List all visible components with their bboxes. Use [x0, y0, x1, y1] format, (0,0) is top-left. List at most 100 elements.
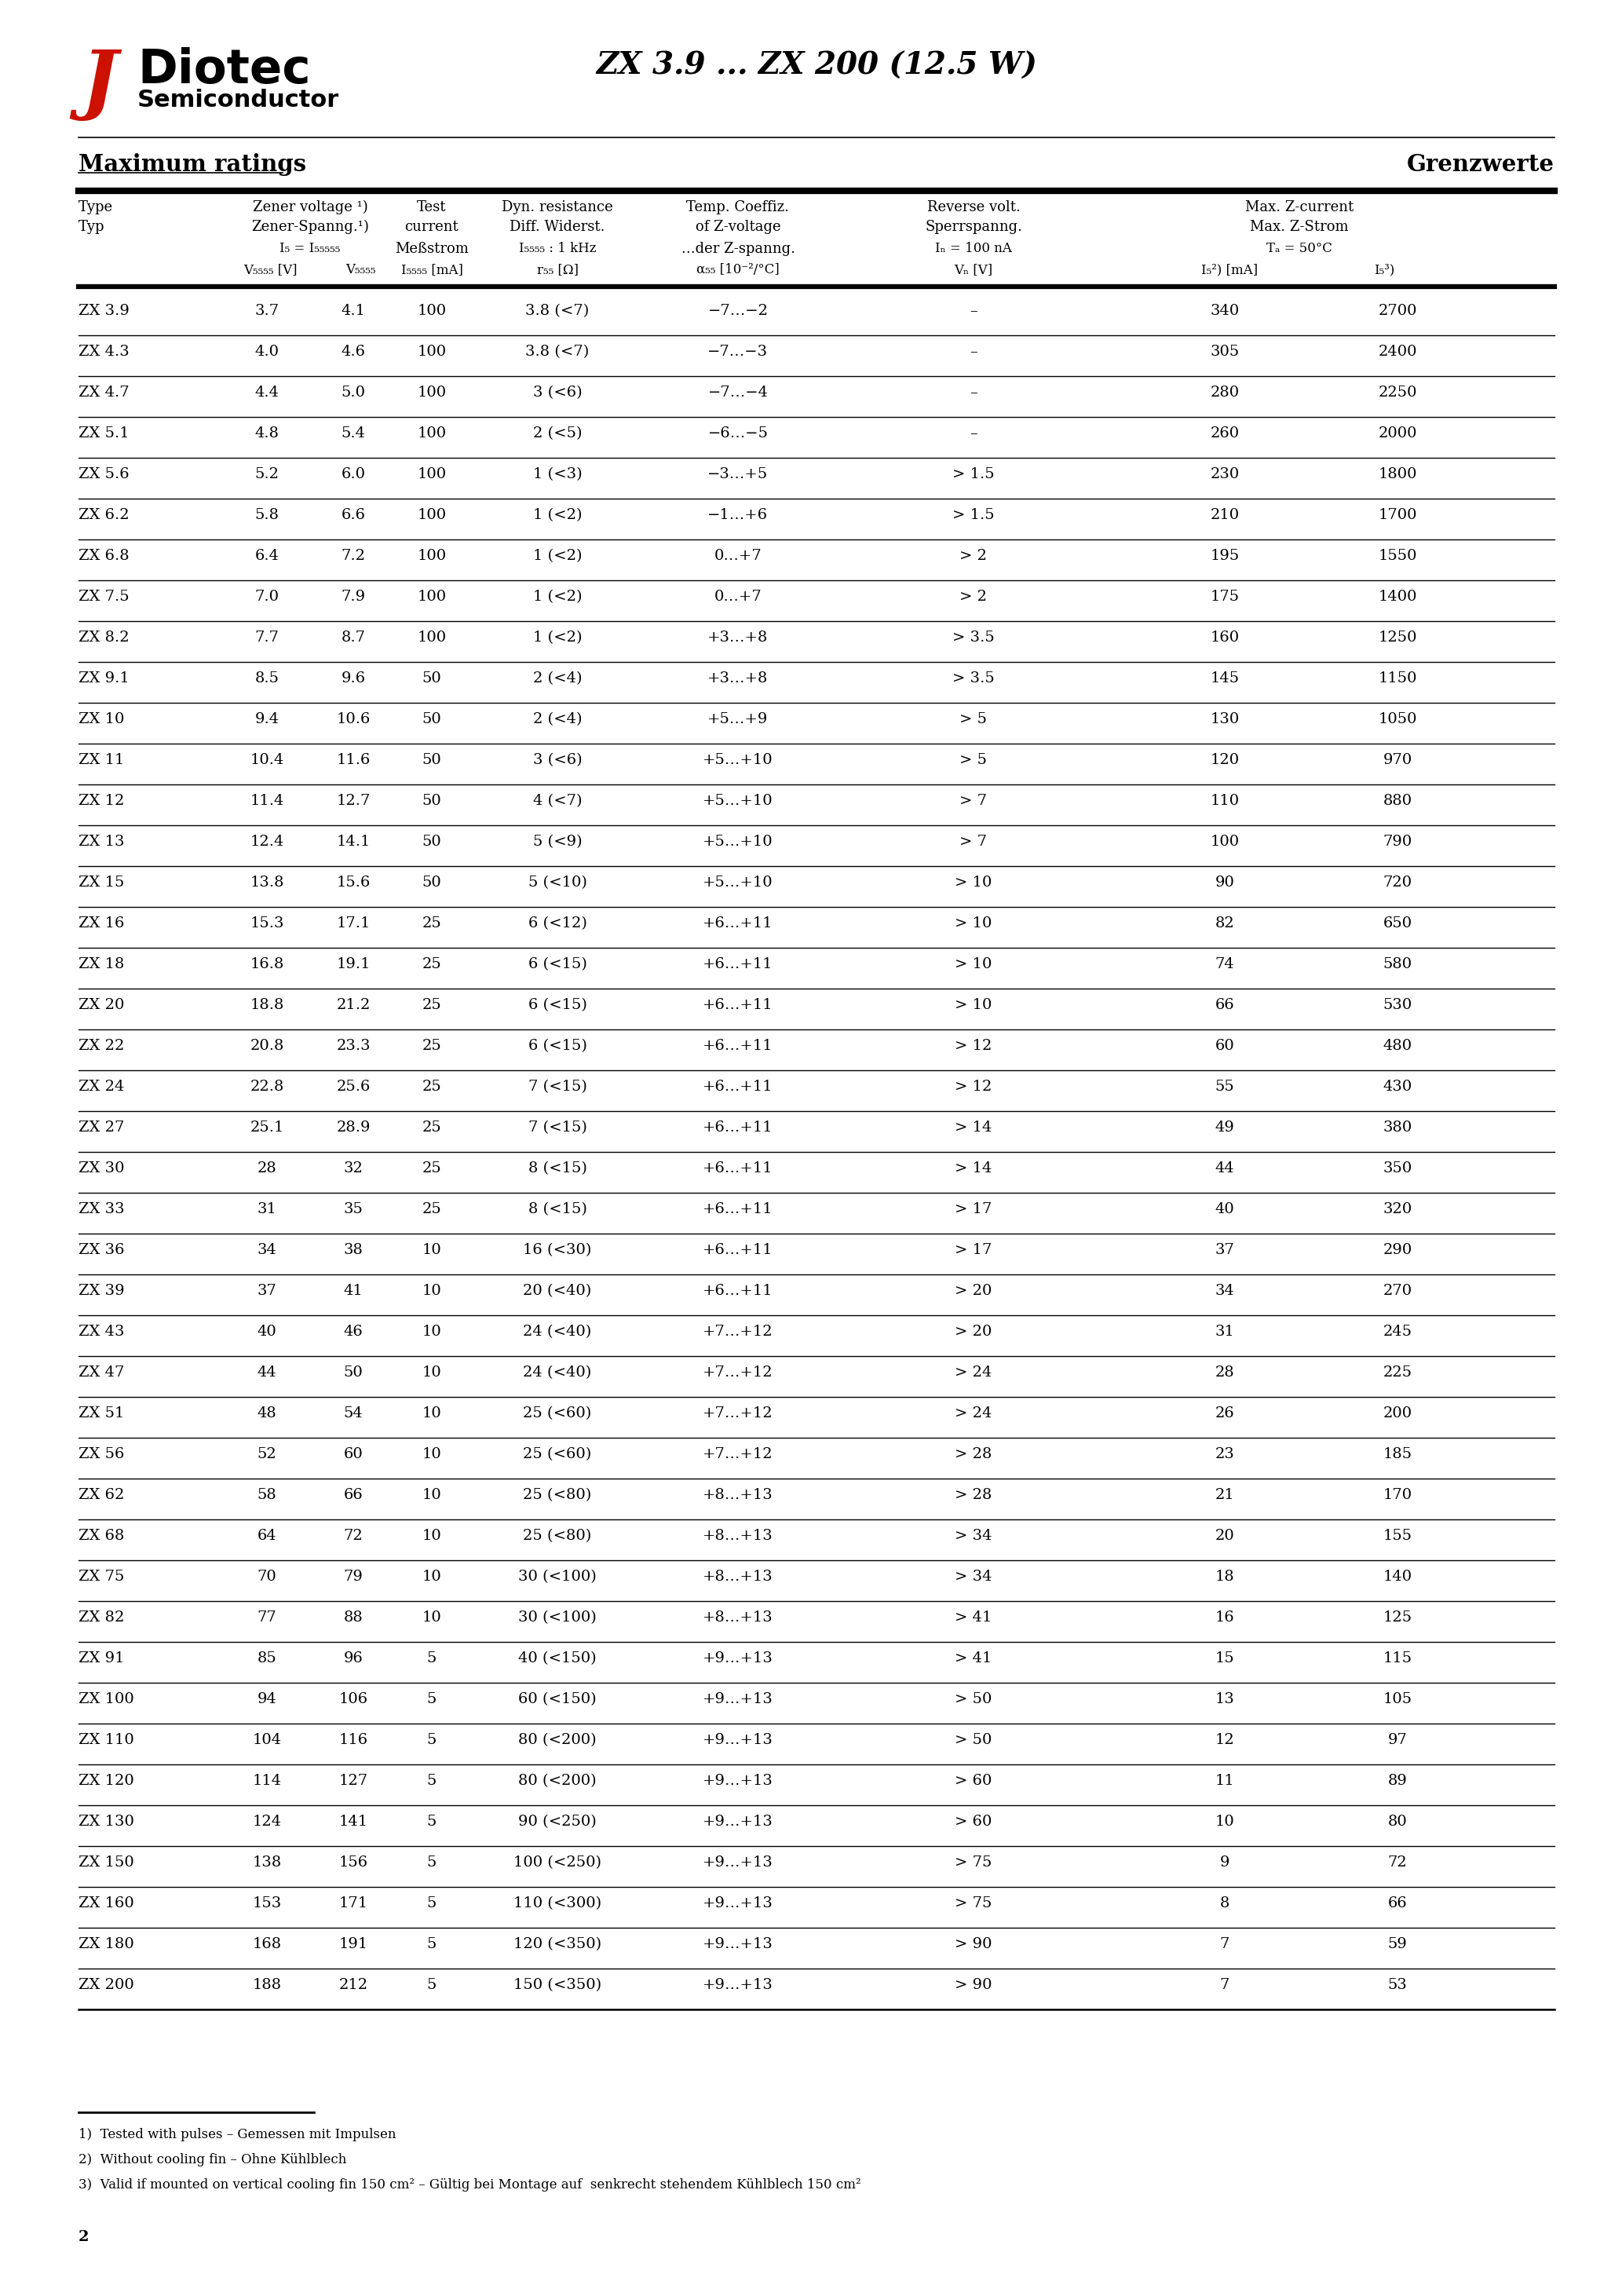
Text: 28: 28 — [1215, 1366, 1234, 1380]
Text: 3.8 (<7): 3.8 (<7) — [526, 344, 589, 358]
Text: 37: 37 — [1215, 1242, 1234, 1258]
Text: 340: 340 — [1210, 303, 1239, 319]
Text: 10: 10 — [422, 1488, 441, 1502]
Text: 90: 90 — [1215, 875, 1234, 889]
Text: 2 (<4): 2 (<4) — [534, 670, 582, 687]
Text: 260: 260 — [1210, 427, 1239, 441]
Text: 72: 72 — [1388, 1855, 1408, 1869]
Text: 140: 140 — [1384, 1570, 1413, 1584]
Text: 28.9: 28.9 — [336, 1120, 370, 1134]
Text: 1250: 1250 — [1379, 631, 1418, 645]
Text: 15.6: 15.6 — [336, 875, 370, 889]
Text: Tₐ = 50°C: Tₐ = 50°C — [1267, 241, 1332, 255]
Text: 970: 970 — [1384, 753, 1413, 767]
Text: 96: 96 — [344, 1651, 363, 1665]
Text: > 90: > 90 — [955, 1938, 993, 1952]
Text: 28: 28 — [258, 1162, 277, 1176]
Text: Temp. Coeffiz.: Temp. Coeffiz. — [686, 200, 790, 214]
Text: Type: Type — [78, 200, 114, 214]
Text: 49: 49 — [1215, 1120, 1234, 1134]
Text: 77: 77 — [258, 1609, 277, 1626]
Text: > 10: > 10 — [955, 875, 993, 889]
Text: 280: 280 — [1210, 386, 1239, 400]
Text: 80: 80 — [1388, 1814, 1408, 1830]
Text: 25.1: 25.1 — [250, 1120, 284, 1134]
Text: 25: 25 — [422, 1120, 441, 1134]
Text: 880: 880 — [1384, 794, 1413, 808]
Text: 5 (<9): 5 (<9) — [534, 836, 582, 850]
Text: 50: 50 — [344, 1366, 363, 1380]
Text: 10: 10 — [422, 1407, 441, 1421]
Text: 80 (<200): 80 (<200) — [519, 1775, 597, 1789]
Text: ZX 24: ZX 24 — [78, 1079, 125, 1093]
Text: 20.8: 20.8 — [250, 1038, 284, 1054]
Text: Iₙ = 100 nA: Iₙ = 100 nA — [936, 241, 1012, 255]
Text: +7…+12: +7…+12 — [702, 1446, 774, 1460]
Text: 3.7: 3.7 — [255, 303, 279, 319]
Text: +9…+13: +9…+13 — [702, 1938, 774, 1952]
Text: 6 (<15): 6 (<15) — [529, 999, 587, 1013]
Text: ZX 5.1: ZX 5.1 — [78, 427, 130, 441]
Text: −6…−5: −6…−5 — [707, 427, 769, 441]
Text: 2250: 2250 — [1379, 386, 1418, 400]
Text: 25 (<60): 25 (<60) — [524, 1407, 592, 1421]
Text: ZX 51: ZX 51 — [78, 1407, 125, 1421]
Text: 130: 130 — [1210, 712, 1239, 726]
Text: 10: 10 — [422, 1570, 441, 1584]
Text: ZX 68: ZX 68 — [78, 1529, 125, 1543]
Text: 23.3: 23.3 — [336, 1038, 370, 1054]
Text: +8…+13: +8…+13 — [702, 1529, 774, 1543]
Text: Zener-Spanng.¹): Zener-Spanng.¹) — [251, 220, 368, 234]
Text: 10.6: 10.6 — [336, 712, 370, 726]
Text: 60 (<150): 60 (<150) — [519, 1692, 597, 1706]
Text: 10: 10 — [422, 1609, 441, 1626]
Text: 0…+7: 0…+7 — [714, 549, 762, 563]
Text: 5: 5 — [427, 1775, 436, 1789]
Text: 25: 25 — [422, 1079, 441, 1093]
Text: 25: 25 — [422, 1162, 441, 1176]
Text: 110: 110 — [1210, 794, 1239, 808]
Text: 24 (<40): 24 (<40) — [524, 1366, 592, 1380]
Text: 156: 156 — [339, 1855, 368, 1869]
Text: 25 (<80): 25 (<80) — [524, 1529, 592, 1543]
Text: Vₙ [V]: Vₙ [V] — [954, 264, 993, 276]
Text: 4 (<7): 4 (<7) — [534, 794, 582, 808]
Text: 116: 116 — [339, 1733, 368, 1747]
Text: +5…+10: +5…+10 — [702, 875, 774, 889]
Text: ZX 56: ZX 56 — [78, 1446, 125, 1460]
Text: 6.0: 6.0 — [341, 466, 365, 482]
Text: 7.0: 7.0 — [255, 590, 279, 604]
Text: 25: 25 — [422, 957, 441, 971]
Text: > 41: > 41 — [955, 1609, 993, 1626]
Text: 66: 66 — [344, 1488, 363, 1502]
Text: Typ: Typ — [78, 220, 105, 234]
Text: ZX 39: ZX 39 — [78, 1283, 125, 1297]
Text: 5.4: 5.4 — [341, 427, 365, 441]
Text: > 5: > 5 — [960, 712, 988, 726]
Text: ZX 11: ZX 11 — [78, 753, 125, 767]
Text: ZX 33: ZX 33 — [78, 1203, 125, 1217]
Text: +8…+13: +8…+13 — [702, 1609, 774, 1626]
Text: 89: 89 — [1388, 1775, 1408, 1789]
Text: ZX 47: ZX 47 — [78, 1366, 125, 1380]
Text: 212: 212 — [339, 1977, 368, 1993]
Text: 10: 10 — [422, 1529, 441, 1543]
Text: 17.1: 17.1 — [336, 916, 370, 930]
Text: 44: 44 — [1215, 1162, 1234, 1176]
Text: 59: 59 — [1388, 1938, 1408, 1952]
Text: 1800: 1800 — [1379, 466, 1418, 482]
Text: 40 (<150): 40 (<150) — [519, 1651, 597, 1665]
Text: ZX 4.3: ZX 4.3 — [78, 344, 130, 358]
Text: 120: 120 — [1210, 753, 1239, 767]
Text: +6…+11: +6…+11 — [702, 999, 774, 1013]
Text: α₅₅ [10⁻²/°C]: α₅₅ [10⁻²/°C] — [696, 264, 780, 276]
Text: 10: 10 — [422, 1366, 441, 1380]
Text: +5…+10: +5…+10 — [702, 836, 774, 850]
Text: 16: 16 — [1215, 1609, 1234, 1626]
Text: ZX 150: ZX 150 — [78, 1855, 135, 1869]
Text: 100: 100 — [417, 386, 446, 400]
Text: ZX 6.8: ZX 6.8 — [78, 549, 130, 563]
Text: 58: 58 — [258, 1488, 277, 1502]
Text: > 1.5: > 1.5 — [952, 466, 994, 482]
Text: +9…+13: +9…+13 — [702, 1977, 774, 1993]
